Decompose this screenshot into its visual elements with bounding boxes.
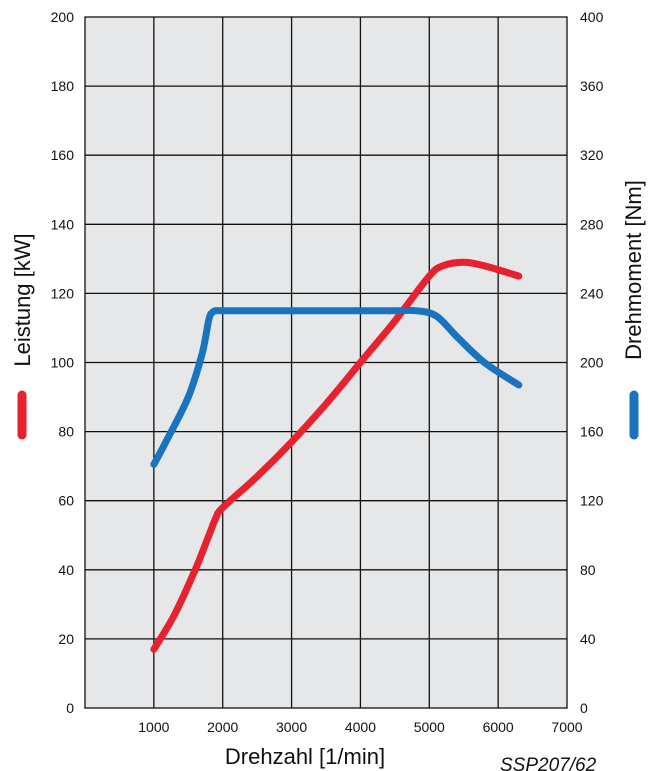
y-tick-label-left: 40 [58, 562, 74, 578]
y-tick-label-right: 360 [580, 78, 604, 94]
x-tick-label: 4000 [345, 719, 376, 735]
plot-frame [84, 16, 568, 709]
x-tick-label: 1000 [138, 719, 169, 735]
y-tick-label-right: 160 [580, 424, 604, 440]
y-tick-label-left: 60 [58, 493, 74, 509]
y-tick-label-left: 180 [51, 78, 75, 94]
y-axis-title-right: Drehmoment [Nm] [621, 180, 646, 360]
x-tick-label: 3000 [276, 719, 307, 735]
y-tick-label-right: 40 [580, 631, 596, 647]
y-tick-label-right: 280 [580, 216, 604, 232]
y-tick-label-left: 160 [51, 147, 75, 163]
series-lines [150, 258, 523, 653]
y-tick-label-right: 200 [580, 355, 604, 371]
y-tick-label-right: 120 [580, 493, 604, 509]
y-tick-label-left: 20 [58, 631, 74, 647]
y-axis-title-left: Leistung [kW] [10, 233, 35, 366]
y-tick-label-left: 200 [51, 9, 75, 25]
y-tick-label-left: 140 [51, 216, 75, 232]
y-tick-label-right: 240 [580, 285, 604, 301]
source-label: SSP207/62 [500, 755, 597, 771]
y-tick-label-left: 100 [51, 355, 75, 371]
x-tick-label: 5000 [414, 719, 445, 735]
y-tick-label-left: 120 [51, 285, 75, 301]
x-tick-label: 7000 [551, 719, 582, 735]
x-axis-title: Drehzahl [1/min] [225, 744, 385, 769]
y-tick-label-left: 0 [66, 700, 74, 716]
x-tick-label: 2000 [207, 719, 238, 735]
y-tick-label-left: 80 [58, 424, 74, 440]
x-tick-label: 6000 [483, 719, 514, 735]
y-tick-label-right: 320 [580, 147, 604, 163]
y-tick-label-right: 0 [580, 700, 588, 716]
tick-labels: 1000 2000 3000 4000 5000 6000 7000020406080100… [51, 9, 604, 735]
y-tick-label-right: 80 [580, 562, 596, 578]
leistung-line [150, 258, 523, 653]
y-tick-label-right: 400 [580, 9, 604, 25]
drehmoment-line [150, 306, 523, 468]
